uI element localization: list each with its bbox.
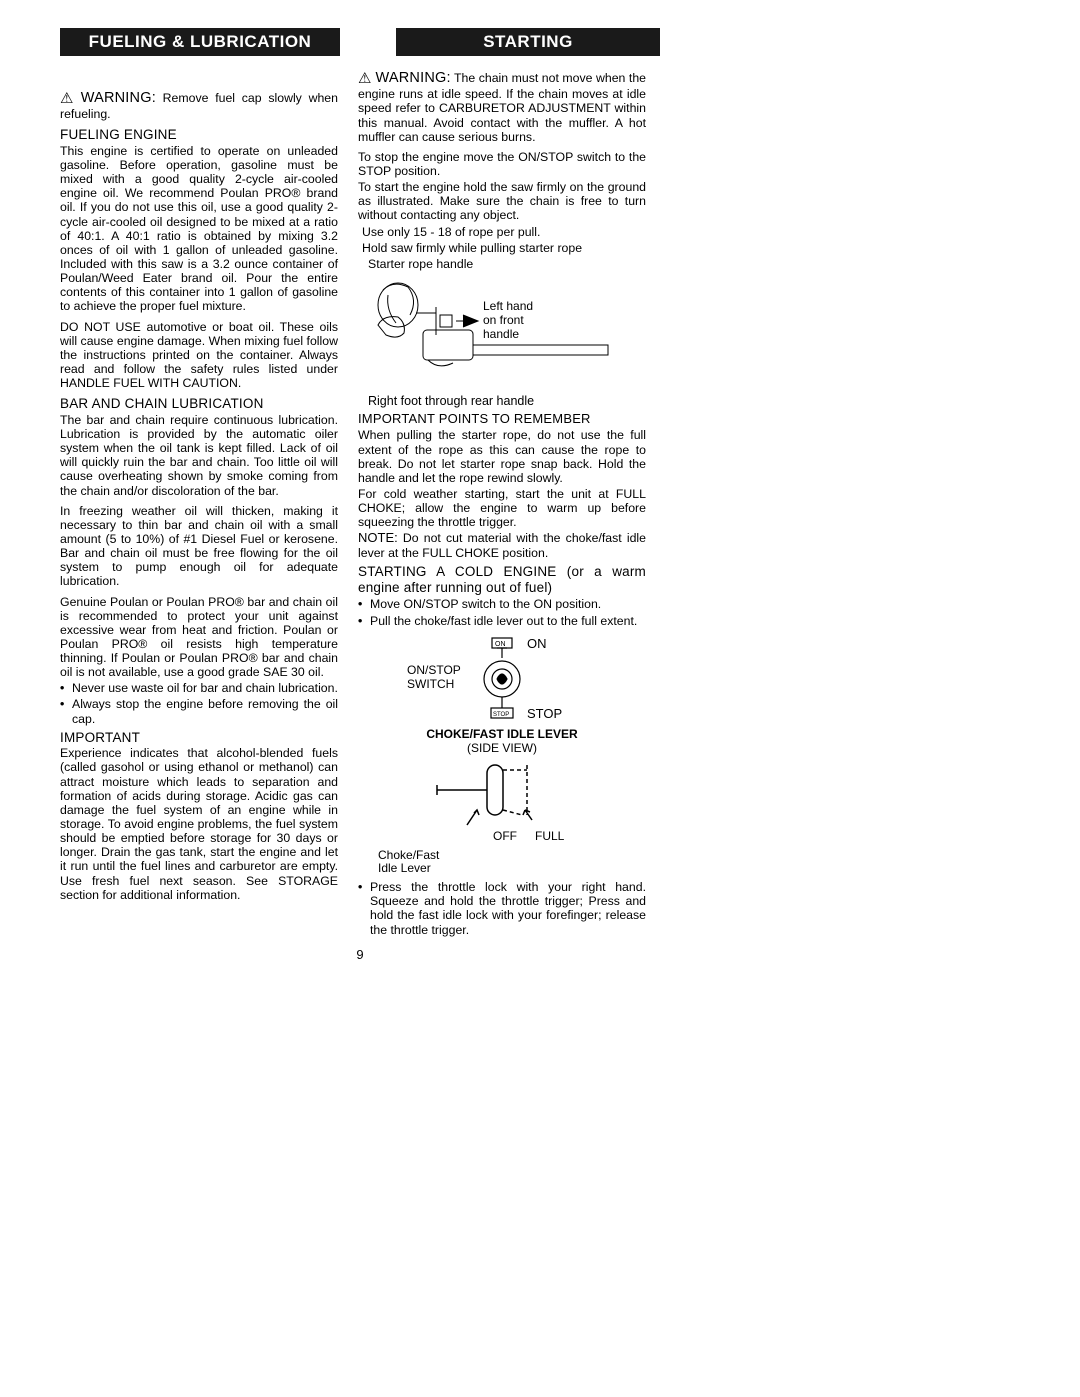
header-starting: STARTING <box>396 28 660 56</box>
label-off: OFF <box>493 829 517 843</box>
para: When pulling the starter rope, do not us… <box>358 428 646 485</box>
warning-block: ⚠ WARNING: Remove fuel cap slowly when r… <box>60 90 338 121</box>
list-item: Never use waste oil for bar and chain lu… <box>60 681 338 695</box>
label-starter-rope: Starter rope handle <box>368 257 646 271</box>
para: In freezing weather oil will thicken, ma… <box>60 504 338 589</box>
figure-chainsaw-grip: Left hand on front handle <box>368 275 646 388</box>
warning-label: WARNING: <box>81 90 156 106</box>
list-item: Always stop the engine before removing t… <box>60 697 338 725</box>
note-text: Do not cut material with the choke/fast … <box>358 531 646 560</box>
label-full: FULL <box>535 829 565 843</box>
label-switch: SWITCH <box>407 677 454 691</box>
list-item: Press the throttle lock with your right … <box>358 880 646 937</box>
bullet-list: Move ON/STOP switch to the ON position. … <box>358 597 646 627</box>
warning-label: WARNING: <box>376 70 451 86</box>
para: Genuine Poulan or Poulan PRO® bar and ch… <box>60 595 338 680</box>
label-on-stop: ON/STOP <box>407 663 461 677</box>
note-label: NOTE: <box>358 530 398 545</box>
columns: ⚠ WARNING: Remove fuel cap slowly when r… <box>60 70 660 939</box>
page-number: 9 <box>60 947 660 962</box>
warning-block: ⚠ WARNING: The chain must not move when … <box>358 70 646 144</box>
list-item: Pull the choke/fast idle lever out to th… <box>358 614 646 628</box>
label-on: ON <box>527 636 547 651</box>
choke-subtitle: (SIDE VIEW) <box>358 742 646 756</box>
manual-page: FUELING & LUBRICATION STARTING ⚠ WARNING… <box>60 28 660 962</box>
heading-important: IMPORTANT <box>60 730 338 746</box>
choke-title: CHOKE/FAST IDLE LEVER <box>358 728 646 742</box>
para: The bar and chain require continuous lub… <box>60 413 338 498</box>
para: To start the engine hold the saw firmly … <box>358 180 646 222</box>
heading-important-points: IMPORTANT POINTS TO REMEMBER <box>358 412 646 427</box>
left-column: ⚠ WARNING: Remove fuel cap slowly when r… <box>60 70 338 939</box>
figure-choke-lever: CHOKE/FAST IDLE LEVER (SIDE VIEW) OFF <box>358 728 646 876</box>
para: This engine is certified to operate on u… <box>60 144 338 314</box>
para: Use only 15 - 18 of rope per pull. <box>362 225 646 239</box>
label-left-hand: Left hand <box>483 299 533 313</box>
bullet-list: Never use waste oil for bar and chain lu… <box>60 681 338 725</box>
label-handle: handle <box>483 327 519 341</box>
tiny-stop-label: STOP <box>493 712 509 718</box>
tiny-on-label: ON <box>495 641 506 648</box>
para-note: NOTE: Do not cut material with the choke… <box>358 531 646 560</box>
figure-on-stop-switch: ON/STOP SWITCH ON STOP ON <box>358 634 646 724</box>
heading-bar-chain: BAR AND CHAIN LUBRICATION <box>60 396 338 412</box>
label-stop: STOP <box>527 706 562 721</box>
chainsaw-illustration: Left hand on front handle <box>368 275 628 385</box>
bullet-list: Press the throttle lock with your right … <box>358 880 646 937</box>
para: Experience indicates that alcohol-blende… <box>60 746 338 902</box>
right-column: ⚠ WARNING: The chain must not move when … <box>358 70 646 939</box>
figure-caption: Right foot through rear handle <box>368 394 646 408</box>
label-on-front: on front <box>483 313 524 327</box>
header-fueling: FUELING & LUBRICATION <box>60 28 340 56</box>
list-item: Move ON/STOP switch to the ON position. <box>358 597 646 611</box>
label-choke-lever: Choke/Fast Idle Lever <box>378 849 458 877</box>
para: DO NOT USE automotive or boat oil. These… <box>60 320 338 391</box>
warning-icon: ⚠ <box>60 90 74 107</box>
para: To stop the engine move the ON/STOP swit… <box>358 150 646 178</box>
para: Hold saw firmly while pulling starter ro… <box>362 241 646 255</box>
header-gap <box>340 28 396 56</box>
section-header-bar: FUELING & LUBRICATION STARTING <box>60 28 660 56</box>
heading-cold-start: STARTING A COLD ENGINE (or a warm engine… <box>358 564 646 595</box>
heading-fueling-engine: FUELING ENGINE <box>60 127 338 143</box>
warning-icon: ⚠ <box>358 70 372 87</box>
para: For cold weather starting, start the uni… <box>358 487 646 529</box>
